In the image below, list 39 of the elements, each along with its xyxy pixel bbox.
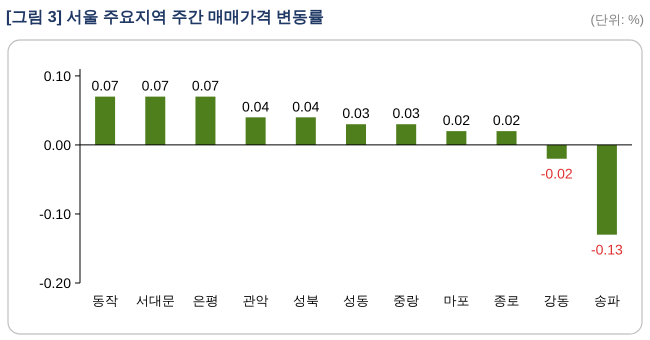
data-label: 0.07 (91, 78, 119, 94)
bar (145, 96, 166, 145)
bar (596, 144, 617, 235)
x-tick-label: 성북 (292, 293, 319, 308)
y-tick-label: -0.20 (39, 275, 72, 291)
bar (195, 96, 216, 145)
bar (396, 124, 416, 145)
data-label: -0.13 (590, 242, 624, 258)
data-label: 0.04 (242, 98, 270, 114)
x-tick-label: 서대문 (136, 293, 175, 308)
data-label: 0.04 (292, 98, 320, 114)
y-tick-label: -0.10 (39, 206, 72, 222)
x-tick-label: 강동 (544, 293, 570, 308)
data-label: 0.02 (492, 112, 520, 128)
x-tick-label: 은평 (192, 293, 218, 308)
x-tick-label: 송파 (594, 293, 620, 308)
x-tick-label: 관악 (242, 293, 269, 308)
x-tick-label: 종로 (494, 293, 520, 308)
bar (446, 131, 466, 145)
data-label: 0.07 (192, 78, 220, 94)
data-label: 0.02 (442, 112, 470, 128)
bar (546, 144, 567, 159)
data-label: 0.03 (342, 105, 370, 122)
x-tick-label: 성동 (343, 293, 369, 308)
y-tick-label: 0.10 (44, 68, 72, 84)
chart-title: [그림 3] 서울 주요지역 주간 매매가격 변동률 (6, 9, 324, 26)
x-tick-label: 중랑 (393, 293, 420, 308)
data-label: 0.03 (392, 105, 420, 122)
bar (95, 96, 116, 145)
data-label: -0.02 (540, 166, 573, 182)
data-label: 0.07 (142, 78, 170, 94)
bar (296, 117, 316, 145)
x-tick-label: 마포 (443, 293, 470, 308)
y-tick-label: 0.00 (44, 136, 72, 153)
x-tick-label: 동작 (92, 293, 118, 308)
bar (346, 124, 366, 145)
bar (246, 117, 266, 145)
text: (단위: %) (590, 12, 644, 27)
bar (496, 131, 517, 145)
